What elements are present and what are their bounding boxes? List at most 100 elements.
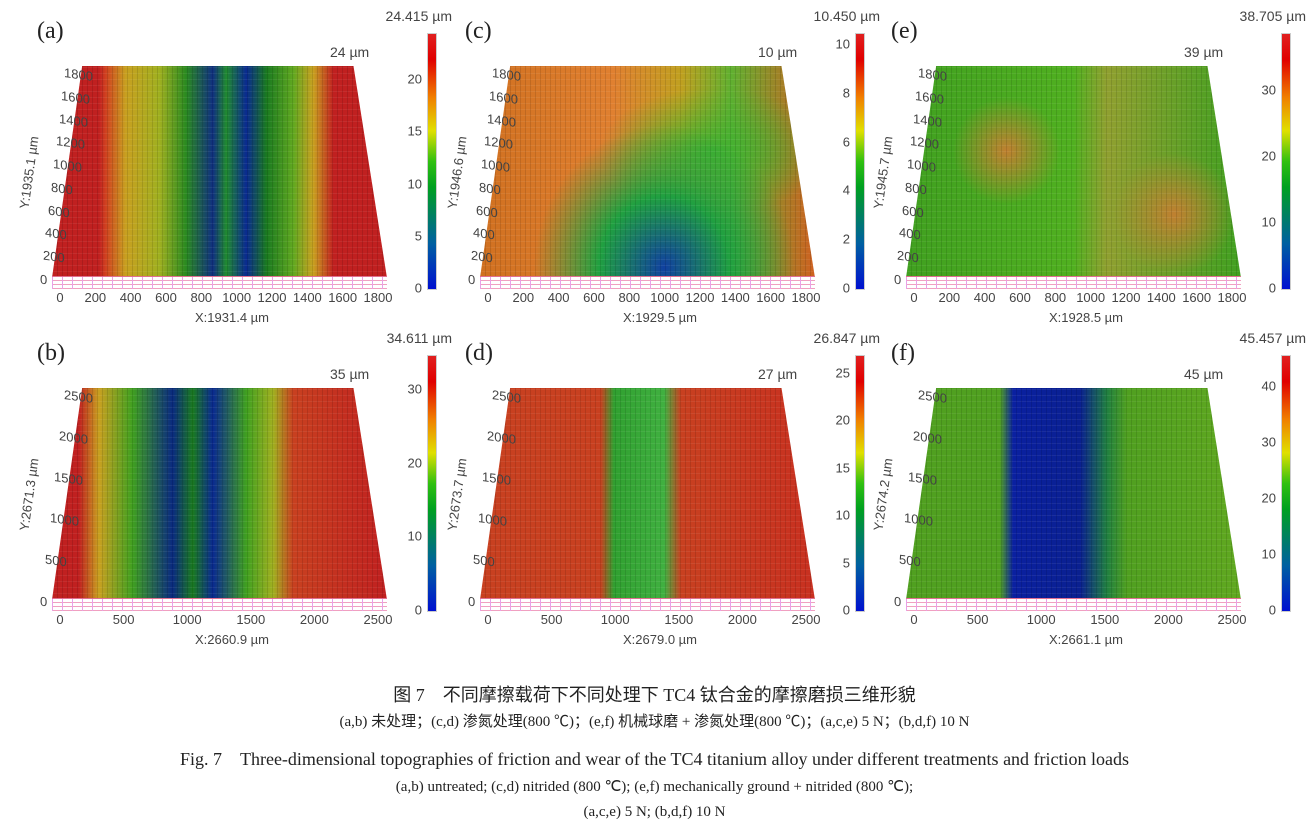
- surface-topography: [906, 388, 1241, 600]
- colorbar-tick: 10: [1261, 214, 1276, 230]
- base-grid: [480, 276, 815, 289]
- x-tick: 500: [540, 612, 563, 627]
- colorbar-tick: 20: [1261, 148, 1276, 164]
- panel-label: (f): [891, 340, 915, 366]
- x-tick: 200: [512, 290, 535, 305]
- y-tick: 0: [40, 593, 48, 610]
- y-tick: 500: [472, 551, 495, 570]
- y-tick: 600: [48, 202, 70, 221]
- x-tick: 500: [112, 612, 135, 627]
- x-tick: 2000: [1153, 612, 1183, 627]
- height-label: 39 µm: [1184, 44, 1224, 60]
- x-tick: 200: [938, 290, 961, 305]
- y-tick: 2000: [487, 427, 517, 448]
- y-tick: 2500: [64, 386, 93, 407]
- panel-label: (a): [37, 18, 64, 44]
- caption-cn-title: 图 7 不同摩擦载荷下不同处理下 TC4 钛合金的摩擦磨损三维形貌: [393, 685, 916, 705]
- colorbar-tick: 10: [835, 507, 850, 523]
- x-tick: 400: [973, 290, 996, 305]
- y-axis-label: Y:1946.6 µm: [444, 135, 470, 210]
- height-label: 45 µm: [1184, 366, 1224, 382]
- colorbar-tick: 20: [407, 71, 422, 87]
- x-tick: 1400: [720, 290, 750, 305]
- colorbar-tick: 20: [1261, 490, 1276, 506]
- x-tick: 1500: [236, 612, 266, 627]
- y-tick: 1500: [482, 468, 512, 489]
- y-tick: 2500: [918, 386, 947, 407]
- colorbar-tick: 10: [1261, 546, 1276, 562]
- colorbar-max-label: 26.847 µm: [813, 330, 880, 346]
- y-tick: 1800: [64, 64, 93, 85]
- colorbar-tick: 15: [407, 123, 422, 139]
- colorbar-tick: 0: [414, 280, 422, 296]
- panel-label: (c): [465, 18, 492, 44]
- x-tick: 1000: [172, 612, 202, 627]
- colorbar: [855, 33, 865, 290]
- height-label: 10 µm: [758, 44, 798, 60]
- x-tick: 1500: [664, 612, 694, 627]
- y-tick: 400: [45, 224, 68, 243]
- panel-c: (c) 10.450 µm 10 µm X:1929.5 µm Y:1946.6…: [440, 0, 880, 325]
- x-tick: 0: [56, 612, 64, 627]
- y-tick: 1500: [908, 468, 938, 489]
- x-tick: 1800: [1217, 290, 1247, 305]
- colorbar-tick: 0: [414, 602, 422, 618]
- y-tick: 2000: [913, 427, 943, 448]
- colorbar-tick: 25: [835, 365, 850, 381]
- y-tick: 1000: [903, 509, 933, 530]
- y-tick: 1200: [56, 133, 85, 153]
- panel-label: (b): [37, 340, 65, 366]
- x-tick: 1400: [292, 290, 322, 305]
- x-tick: 200: [84, 290, 107, 305]
- x-tick: 0: [484, 612, 492, 627]
- colorbar-tick: 15: [835, 460, 850, 476]
- y-tick: 800: [904, 179, 927, 198]
- panel-b: (b) 34.611 µm 35 µm X:2660.9 µm Y:2671.3…: [12, 322, 452, 647]
- colorbar-tick: 0: [842, 602, 850, 618]
- caption-cn-sub: (a,b) 未处理；(c,d) 渗氮处理(800 ℃)；(e,f) 机械球磨 +…: [339, 714, 970, 730]
- x-tick: 1200: [1111, 290, 1141, 305]
- colorbar-tick: 0: [842, 280, 850, 296]
- y-tick: 1000: [481, 156, 511, 176]
- x-axis-label: X:1931.4 µm: [195, 310, 269, 325]
- y-tick: 400: [473, 224, 496, 243]
- y-tick: 1600: [489, 87, 519, 107]
- surface-topography: [480, 388, 815, 600]
- panel-a: (a) 24.415 µm 24 µm X:1931.4 µm Y:1935.1…: [12, 0, 452, 325]
- y-tick: 400: [899, 224, 922, 243]
- colorbar-tick: 4: [842, 182, 850, 198]
- y-tick: 1000: [477, 509, 507, 530]
- y-tick: 800: [50, 179, 73, 198]
- surface-topography: [52, 388, 387, 600]
- colorbar-tick: 10: [835, 36, 850, 52]
- y-tick: 1200: [484, 133, 513, 153]
- y-tick: 200: [42, 247, 65, 266]
- x-tick: 600: [1009, 290, 1031, 305]
- panel-label: (e): [891, 18, 918, 44]
- x-tick: 1000: [1076, 290, 1106, 305]
- colorbar-max-label: 10.450 µm: [813, 8, 880, 24]
- surface-topography: [906, 66, 1241, 278]
- x-tick: 0: [910, 290, 918, 305]
- y-tick: 1800: [918, 64, 947, 85]
- y-tick: 200: [896, 247, 919, 266]
- x-tick: 2500: [1217, 612, 1247, 627]
- y-axis-label: Y:1935.1 µm: [16, 135, 42, 210]
- height-label: 27 µm: [758, 366, 798, 382]
- colorbar-max-label: 45.457 µm: [1239, 330, 1306, 346]
- y-axis-label: Y:2673.7 µm: [444, 457, 470, 532]
- x-tick: 1200: [685, 290, 715, 305]
- y-tick: 0: [894, 271, 902, 288]
- x-tick: 1400: [1146, 290, 1176, 305]
- colorbar-tick: 10: [407, 528, 422, 544]
- x-tick: 800: [190, 290, 213, 305]
- y-tick: 600: [476, 202, 498, 221]
- colorbar-tick: 40: [1261, 378, 1276, 394]
- x-tick: 1600: [328, 290, 358, 305]
- y-tick: 0: [894, 593, 902, 610]
- y-tick: 500: [44, 551, 67, 570]
- x-axis-label: X:1929.5 µm: [623, 310, 697, 325]
- colorbar-tick: 5: [842, 555, 850, 570]
- base-grid: [52, 276, 387, 289]
- x-axis-label: X:2661.1 µm: [1049, 632, 1123, 647]
